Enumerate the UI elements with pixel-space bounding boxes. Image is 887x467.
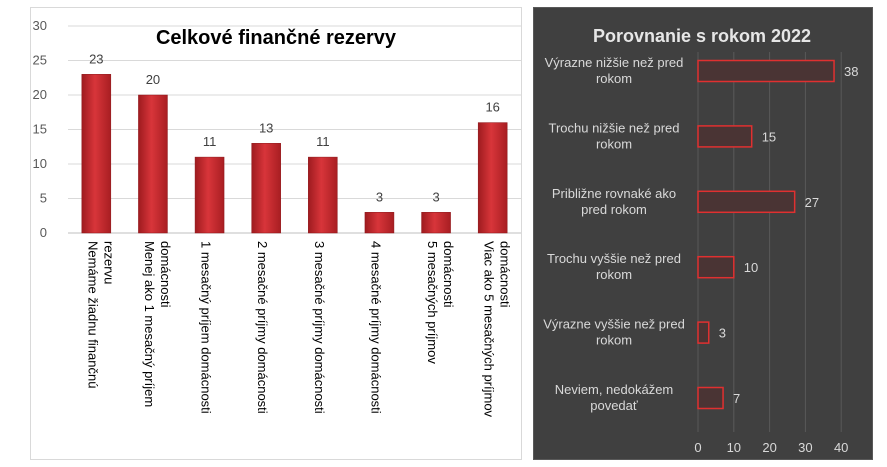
category-label: pred rokom <box>581 202 647 217</box>
category-label: 4 mesačné príjmy domácnosti <box>368 241 383 414</box>
data-label: 3 <box>432 189 439 204</box>
bar <box>421 212 451 234</box>
category-label: Neviem, nedokážem <box>555 382 674 397</box>
bar <box>697 321 710 344</box>
category-label: 5 mesačných príjmov <box>425 241 440 364</box>
bar <box>697 59 835 83</box>
data-label: 11 <box>316 134 330 149</box>
category-label: Výrazne vyššie než pred <box>543 317 685 332</box>
y-tick-label: 0 <box>40 225 47 240</box>
data-label: 27 <box>805 195 819 210</box>
bar <box>364 212 395 234</box>
y-tick-label: 25 <box>33 53 47 68</box>
right-chart-panel: Porovnanie s rokom 2022 0 10 20 30 40 38 Výraz… <box>533 7 873 460</box>
data-label: 11 <box>203 134 217 149</box>
x-tick-label: 0 <box>694 440 701 455</box>
data-label: 10 <box>744 260 758 275</box>
category-label: domácnosti <box>498 241 513 308</box>
data-label: 13 <box>259 120 273 135</box>
bar <box>697 125 753 148</box>
bar <box>697 190 796 214</box>
category-label: Trochu vyššie než pred <box>547 251 681 266</box>
bar <box>477 122 508 234</box>
category-label: domácnosti <box>158 241 173 308</box>
category-label: domácnosti <box>441 241 456 308</box>
bar <box>81 74 112 234</box>
bar <box>697 255 735 279</box>
left-chart-title: Celkové finančné rezervy <box>156 27 397 49</box>
category-label: Výrazne nižšie než pred <box>545 55 684 70</box>
bar <box>138 94 168 234</box>
data-label: 23 <box>89 51 103 66</box>
data-label: 7 <box>733 391 740 406</box>
category-label: rezervu <box>101 241 116 284</box>
bar <box>194 156 225 234</box>
y-tick-label: 15 <box>33 122 47 137</box>
category-label: povedať <box>590 398 638 413</box>
left-chart-panel: Celkové finančné rezervy 0 5 10 15 20 25 30 23 N… <box>30 7 522 460</box>
category-label: Menej ako 1 mesačný príjem <box>142 241 157 407</box>
category-label: Približne rovnaké ako <box>552 186 676 201</box>
category-label: rokom <box>596 136 632 151</box>
category-label: Viac ako 5 mesačných príjmov <box>482 241 497 418</box>
right-chart-title: Porovnanie s rokom 2022 <box>593 26 811 46</box>
bar <box>308 156 338 234</box>
data-label: 38 <box>844 64 858 79</box>
y-tick-label: 5 <box>40 191 47 206</box>
x-tick-label: 40 <box>834 440 848 455</box>
data-label: 3 <box>376 189 383 204</box>
data-label: 16 <box>485 100 499 115</box>
x-tick-label: 20 <box>762 440 776 455</box>
x-tick-label: 30 <box>798 440 812 455</box>
y-tick-label: 20 <box>33 87 47 102</box>
x-tick-label: 10 <box>727 440 741 455</box>
category-label: 3 mesačné príjmy domácnosti <box>312 241 327 414</box>
data-label: 20 <box>146 72 160 87</box>
category-label: 2 mesačné príjmy domácnosti <box>255 241 270 414</box>
comparison-bar-chart: Porovnanie s rokom 2022 0 10 20 30 40 38 Výraz… <box>543 26 858 455</box>
data-label: 15 <box>762 129 776 144</box>
category-label: rokom <box>596 267 632 282</box>
category-label: Trochu nižšie než pred <box>548 120 679 135</box>
y-tick-label: 30 <box>33 18 47 33</box>
y-tick-label: 10 <box>33 156 47 171</box>
reserves-bar-chart: Celkové finančné rezervy 0 5 10 15 20 25 30 23 N… <box>33 18 521 418</box>
category-label: rokom <box>596 71 632 86</box>
bar <box>697 386 724 410</box>
bar <box>251 143 281 234</box>
category-label: rokom <box>596 333 632 348</box>
category-label: 1 mesačný príjem domácnosti <box>199 241 214 414</box>
category-label: Nemáme žiadnu finančnú <box>85 241 100 388</box>
data-label: 3 <box>719 326 726 341</box>
